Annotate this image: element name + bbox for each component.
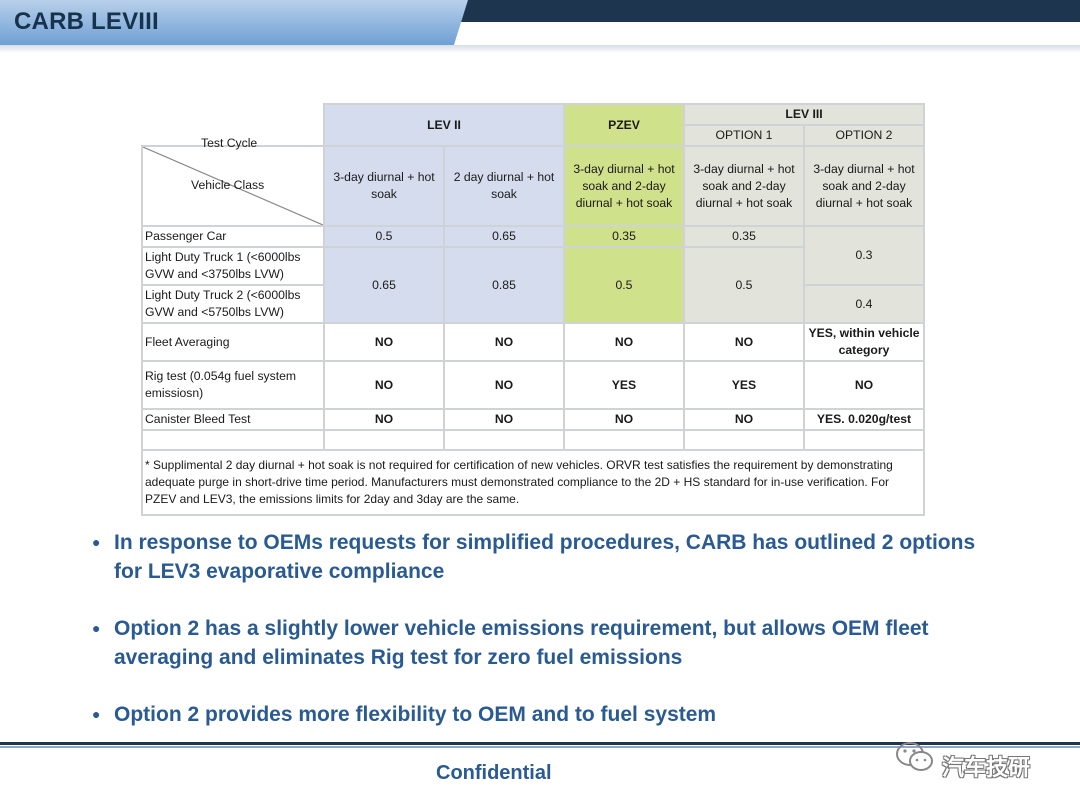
table-cell: YES, within vehicle category [803,322,925,362]
wechat-logo-icon [896,742,933,771]
test-cycle-lev2-2day: 2 day diurnal + hot soak [443,145,565,227]
test-cycle-vehicle-class-corner: Test Cycle Vehicle Class [141,136,325,227]
test-cycle-lev2-3day: 3-day diurnal + hot soak [323,145,445,227]
test-cycle-pzev: 3-day diurnal + hot soak and 2-day diurn… [563,145,685,227]
watermark-text: 汽车技研 [942,755,1031,780]
bullet-text: In response to OEMs requests for simplif… [114,531,976,583]
table-cell: NO [323,322,445,362]
footer-rule [0,742,1080,745]
row-label-ldt2: Light Duty Truck 2 (<6000lbs GVW and <57… [141,284,325,324]
test-cycle-option2: 3-day diurnal + hot soak and 2-day diurn… [803,145,925,227]
spacer-cell [803,429,925,451]
table-cell: 0.5 [563,246,685,324]
spacer-cell [443,429,565,451]
row-label-passenger-car: Passenger Car [141,225,325,248]
spacer-cell [323,429,445,451]
vehicle-class-label: Vehicle Class [191,178,265,192]
table-cell: YES. 0.020g/test [803,408,925,431]
table-cell: NO [443,360,565,410]
table-footnote: * Supplimental 2 day diurnal + hot soak … [141,449,925,516]
test-cycle-option1: 3-day diurnal + hot soak and 2-day diurn… [683,145,805,227]
header-shadow [0,45,1080,53]
spacer-cell [141,429,325,451]
header-title-band [0,0,468,45]
test-cycle-label: Test Cycle [201,136,258,150]
table-corner-blank [142,104,324,146]
table-cell: NO [683,408,805,431]
table-cell: 0.65 [323,246,445,324]
spacer-cell [563,429,685,451]
header-option1: OPTION 1 [683,124,805,147]
bullet-item: ● Option 2 has a slightly lower vehicle … [92,614,992,672]
header-pzev: PZEV [563,103,685,147]
table-cell: YES [683,360,805,410]
table-cell: 0.5 [323,225,445,248]
table-cell: NO [443,322,565,362]
spacer-cell [683,429,805,451]
row-label-ldt1: Light Duty Truck 1 (<6000lbs GVW and <37… [141,246,325,286]
bullet-item: ● Option 2 provides more flexibility to … [92,700,992,729]
bullet-dot-icon: ● [92,620,101,636]
row-label-rig: Rig test (0.054g fuel system emissiosn) [141,360,325,410]
table-cell: 0.35 [563,225,685,248]
slide-title: CARB LEVIII [14,8,159,35]
table-cell: YES [563,360,685,410]
table-cell: 0.35 [683,225,805,248]
header-lev2: LEV II [323,103,565,147]
table-cell: NO [563,408,685,431]
bullet-list: ● In response to OEMs requests for simpl… [92,528,992,757]
table-cell: 0.85 [443,246,565,324]
confidential-label: Confidential [436,762,552,784]
table-cell: 0.5 [683,246,805,324]
bullet-dot-icon: ● [92,534,101,550]
page-number: 11 [990,760,1009,780]
row-label-canister: Canister Bleed Test [141,408,325,431]
table-cell-option2-light: 0.3 [803,225,925,286]
table-cell-option2-ldt2: 0.4 [803,284,925,324]
table-cell: NO [563,322,685,362]
bullet-item: ● In response to OEMs requests for simpl… [92,528,992,586]
table-cell: NO [323,408,445,431]
table-cell: NO [443,408,565,431]
table-cell: NO [803,360,925,410]
table-cell: NO [683,322,805,362]
footer-rule-accent [0,746,1080,748]
bullet-text: Option 2 has a slightly lower vehicle em… [114,617,929,669]
evap-requirements-table: LEV II PZEV LEV III OPTION 1 OPTION 2 Te… [141,103,925,516]
bullet-dot-icon: ● [92,706,101,722]
table-cell: NO [323,360,445,410]
table-cell: 0.65 [443,225,565,248]
bullet-text: Option 2 provides more flexibility to OE… [114,703,717,726]
header-option2: OPTION 2 [803,124,925,147]
row-label-fleet: Fleet Averaging [141,322,325,362]
header-lev3: LEV III [683,103,925,126]
